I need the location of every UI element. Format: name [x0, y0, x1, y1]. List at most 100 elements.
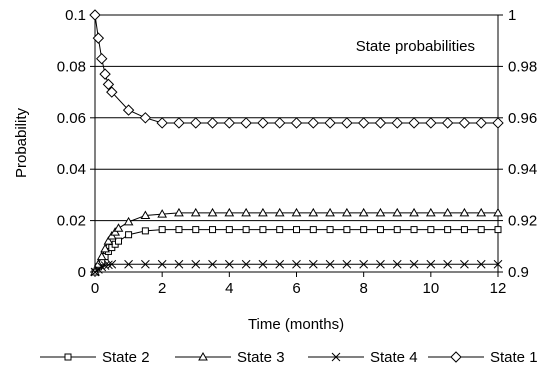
legend-label: State 3 — [237, 349, 285, 366]
chart-annotation: State probabilities — [356, 38, 475, 55]
legend: State 2 State 3 State 4 State 1 — [40, 349, 538, 366]
series-state-2 — [91, 226, 502, 276]
square-marker — [444, 226, 452, 234]
square-marker — [293, 226, 300, 234]
x-marker — [409, 259, 419, 269]
x-marker — [460, 259, 469, 269]
triangle-marker — [459, 207, 470, 217]
triangle-marker — [100, 243, 110, 253]
legend-item: State 2 — [40, 349, 150, 366]
triangle-marker — [392, 207, 403, 217]
triangle-marker — [425, 207, 436, 217]
x-marker — [157, 259, 167, 269]
legend-label: State 1 — [490, 349, 538, 366]
x-marker — [224, 259, 234, 269]
diamond-marker — [357, 117, 370, 129]
diamond-marker — [92, 32, 105, 44]
triangle-marker — [207, 207, 218, 217]
x-marker — [325, 259, 335, 269]
diamond-marker — [391, 117, 403, 129]
triangle-marker — [409, 207, 419, 217]
square-marker — [225, 226, 233, 234]
diamond-marker — [102, 78, 115, 91]
square-marker — [494, 226, 502, 234]
left-tick-label: 0.02 — [57, 213, 86, 230]
triangle-marker — [103, 236, 114, 245]
series-line — [94, 263, 498, 273]
triangle-marker — [325, 207, 335, 217]
diamond-marker — [341, 117, 353, 129]
legend-label: State 2 — [102, 349, 150, 366]
x-marker — [104, 260, 113, 270]
x-tick-label: 6 — [292, 280, 300, 297]
diamond-marker — [122, 104, 135, 116]
x-marker — [331, 352, 341, 362]
left-tick-label: 0.06 — [57, 110, 86, 127]
x-marker — [359, 259, 369, 269]
left-y-axis: 0 0.02 0.04 0.06 0.08 0.1 — [57, 7, 95, 281]
square-marker — [326, 226, 334, 234]
left-tick-label: 0.04 — [57, 161, 86, 178]
square-marker — [376, 226, 384, 234]
square-marker — [158, 226, 166, 234]
square-marker — [276, 226, 284, 234]
series-state-1 — [89, 9, 504, 129]
diamond-marker — [324, 117, 336, 129]
right-tick-label: 0.92 — [508, 213, 537, 230]
triangle-marker — [224, 207, 235, 217]
right-tick-label: 0.98 — [508, 58, 537, 75]
square-marker — [125, 231, 133, 239]
diamond-marker — [106, 86, 118, 98]
square-marker — [360, 226, 368, 234]
square-marker — [115, 237, 123, 245]
diamond-marker — [374, 117, 387, 129]
square-marker — [242, 226, 250, 234]
triangle-marker — [358, 207, 369, 217]
right-tick-label: 1 — [508, 7, 516, 24]
right-tick-label: 0.96 — [508, 110, 537, 127]
diamond-marker — [290, 117, 303, 129]
x-marker — [174, 259, 184, 269]
triangle-marker — [476, 207, 487, 217]
diamond-marker — [99, 68, 111, 80]
gridlines — [95, 65, 498, 222]
x-tick-label: 0 — [91, 280, 99, 297]
triangle-marker — [375, 207, 386, 217]
diamond-marker — [139, 112, 152, 124]
diamond-marker — [441, 117, 454, 129]
x-marker — [476, 259, 486, 269]
diamond-marker — [425, 117, 437, 129]
square-marker — [427, 226, 435, 234]
x-axis: 0 2 4 6 8 10 12 — [91, 272, 506, 297]
triangle-marker — [258, 207, 268, 217]
triangle-marker — [342, 207, 352, 217]
x-marker — [100, 261, 110, 270]
triangle-marker — [113, 223, 124, 232]
square-marker — [192, 226, 200, 234]
y-axis-label: Probability — [13, 107, 30, 178]
diamond-marker — [458, 117, 471, 129]
legend-label: State 4 — [370, 349, 418, 366]
series-line — [94, 212, 498, 273]
square-marker — [309, 226, 317, 234]
x-tick-label: 4 — [225, 280, 233, 297]
triangle-marker — [308, 207, 319, 217]
triangle-marker — [157, 209, 168, 218]
triangle-marker — [198, 351, 208, 361]
x-marker — [426, 259, 436, 269]
triangle-marker — [493, 207, 503, 217]
x-marker — [141, 259, 150, 269]
series-line — [94, 14, 498, 124]
square-marker — [64, 353, 72, 361]
x-marker — [308, 259, 318, 269]
square-marker — [175, 226, 183, 234]
x-tick-label: 2 — [158, 280, 166, 297]
square-marker — [259, 226, 267, 234]
right-tick-label: 0.94 — [508, 161, 537, 178]
left-tick-label: 0.1 — [65, 7, 86, 24]
triangle-marker — [291, 207, 302, 217]
right-tick-label: 0.9 — [508, 264, 529, 281]
triangle-marker — [241, 207, 251, 217]
diamond-marker — [257, 117, 269, 129]
